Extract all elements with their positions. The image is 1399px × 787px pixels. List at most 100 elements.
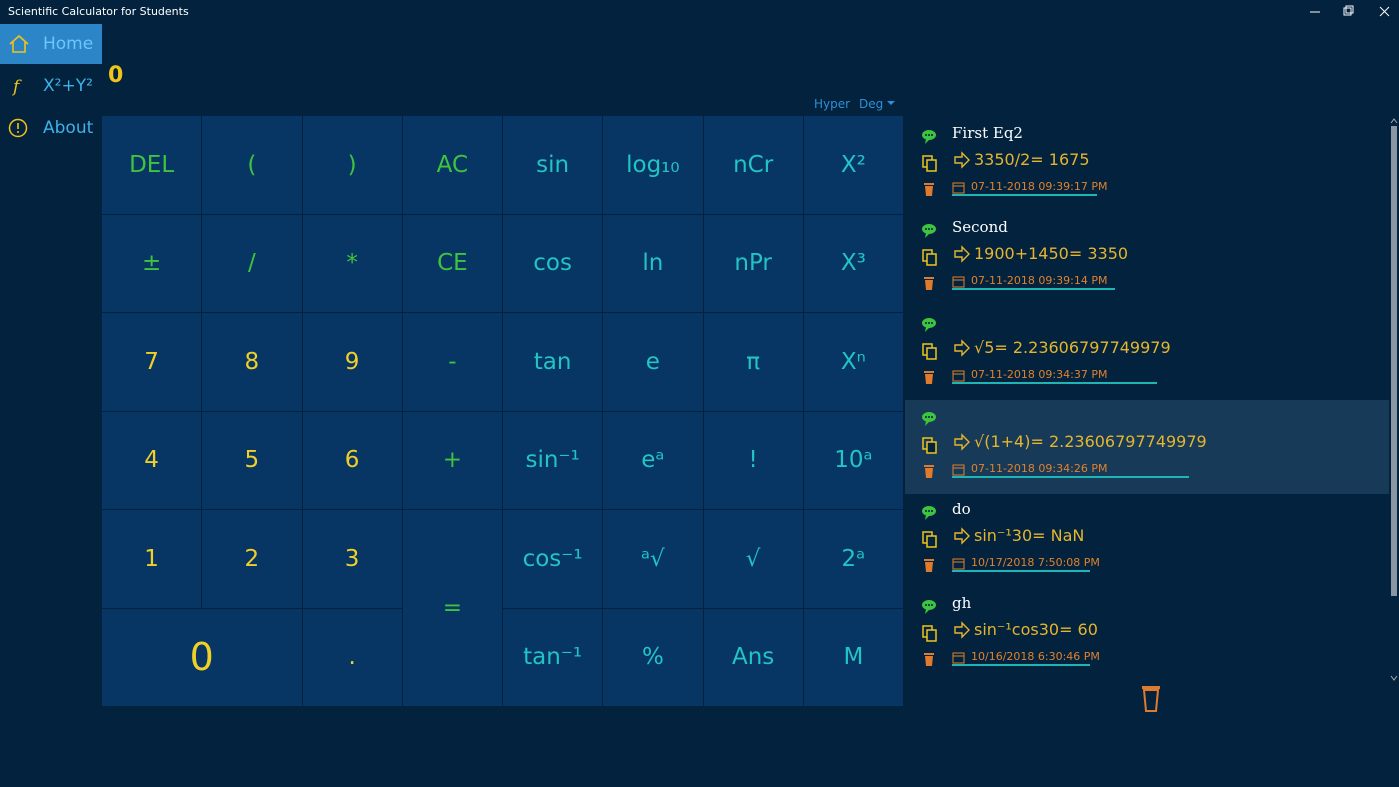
calc-key[interactable]: 9: [302, 313, 402, 411]
calc-key[interactable]: .: [302, 608, 402, 706]
calc-key[interactable]: *: [302, 214, 402, 312]
history-item[interactable]: √5= 2.23606797749979 07-11-2018 09:34:37 …: [905, 306, 1389, 400]
calendar-icon[interactable]: [952, 274, 970, 292]
calc-key[interactable]: cos: [503, 214, 603, 312]
calc-key[interactable]: √: [703, 510, 803, 608]
calc-key[interactable]: 10ᵃ: [803, 411, 903, 509]
calc-key[interactable]: 6: [302, 411, 402, 509]
calc-key[interactable]: AC: [402, 116, 502, 214]
history-expression: 1900+1450= 3350: [974, 244, 1129, 263]
calendar-icon[interactable]: [952, 462, 970, 480]
calc-key[interactable]: 1: [102, 510, 202, 608]
window-controls[interactable]: [1300, 0, 1399, 23]
copy-icon[interactable]: [921, 154, 939, 172]
copy-icon[interactable]: [921, 436, 939, 454]
calc-key[interactable]: e: [603, 313, 703, 411]
calc-key[interactable]: !: [703, 411, 803, 509]
keypad: DEL() AC sin log₁₀ nCr X² ± / * CE cos ln nPr X³ 7 8 9- t…: [102, 116, 903, 706]
comment-icon[interactable]: [921, 504, 939, 522]
angle-dropdown[interactable]: Deg: [859, 97, 897, 111]
history-timestamp: 07-11-2018 09:39:17 PM: [971, 180, 1108, 193]
comment-icon[interactable]: [921, 316, 939, 334]
arrow-icon[interactable]: [953, 527, 971, 545]
delete-icon[interactable]: [921, 181, 939, 199]
history-item[interactable]: √(1+4)= 2.23606797749979 07-11-2018 09:34…: [905, 400, 1389, 494]
clear-history-button[interactable]: [1140, 683, 1162, 713]
calc-key[interactable]: tan: [503, 313, 603, 411]
calc-key[interactable]: 0: [102, 608, 302, 706]
calc-key[interactable]: sin: [503, 116, 603, 214]
comment-icon[interactable]: [921, 222, 939, 240]
history-timestamp: 07-11-2018 09:34:37 PM: [971, 368, 1108, 381]
calendar-icon[interactable]: [952, 180, 970, 198]
calc-key[interactable]: %: [603, 608, 703, 706]
calc-key[interactable]: M: [803, 608, 903, 706]
calc-key[interactable]: nPr: [703, 214, 803, 312]
nav-home[interactable]: Home: [0, 24, 102, 64]
calc-key[interactable]: ln: [603, 214, 703, 312]
calendar-icon[interactable]: [952, 556, 970, 574]
calc-key[interactable]: CE: [402, 214, 502, 312]
delete-icon[interactable]: [921, 275, 939, 293]
comment-icon[interactable]: [921, 598, 939, 616]
underline: [952, 570, 1090, 572]
history-item[interactable]: First Eq2 3350/2= 1675 07-11-2018 09:39:17…: [905, 118, 1389, 212]
delete-icon[interactable]: [921, 369, 939, 387]
history-item[interactable]: gh sin⁻¹cos30= 60 10/16/2018 6:30:46 PM: [905, 588, 1389, 682]
nav-about[interactable]: About: [0, 108, 102, 148]
history-expression: 3350/2= 1675: [974, 150, 1090, 169]
calc-key[interactable]: 4: [102, 411, 202, 509]
calc-key[interactable]: 8: [202, 313, 302, 411]
history-item[interactable]: Second 1900+1450= 3350 07-11-2018 09:39:14…: [905, 212, 1389, 306]
calc-key[interactable]: sin⁻¹: [503, 411, 603, 509]
arrow-icon[interactable]: [953, 151, 971, 169]
nav-function[interactable]: f X²+Y²: [0, 66, 102, 106]
calc-key[interactable]: cos⁻¹: [503, 510, 603, 608]
delete-icon[interactable]: [921, 651, 939, 669]
calc-key[interactable]: 5: [202, 411, 302, 509]
nav-label: Home: [43, 34, 94, 54]
calendar-icon[interactable]: [952, 650, 970, 668]
calc-key[interactable]: /: [202, 214, 302, 312]
copy-icon[interactable]: [921, 530, 939, 548]
comment-icon[interactable]: [921, 128, 939, 146]
scrollbar[interactable]: [1390, 118, 1398, 683]
calc-key[interactable]: eᵃ: [603, 411, 703, 509]
calc-key[interactable]: ±: [102, 214, 202, 312]
arrow-icon[interactable]: [953, 621, 971, 639]
arrow-icon[interactable]: [953, 245, 971, 263]
calc-key[interactable]: 7: [102, 313, 202, 411]
calc-key[interactable]: ᵃ√: [603, 510, 703, 608]
copy-icon[interactable]: [921, 624, 939, 642]
calc-key[interactable]: log₁₀: [603, 116, 703, 214]
calc-key[interactable]: 2: [202, 510, 302, 608]
arrow-icon[interactable]: [953, 339, 971, 357]
delete-icon[interactable]: [921, 463, 939, 481]
calc-key[interactable]: 2ᵃ: [803, 510, 903, 608]
calc-key[interactable]: 3: [302, 510, 402, 608]
history-item[interactable]: do sin⁻¹30= NaN 10/17/2018 7:50:08 PM: [905, 494, 1389, 588]
calc-key[interactable]: π: [703, 313, 803, 411]
info-icon: [8, 118, 28, 138]
copy-icon[interactable]: [921, 342, 939, 360]
calc-key[interactable]: =: [402, 510, 502, 706]
calc-key[interactable]: X²: [803, 116, 903, 214]
calc-key[interactable]: DEL: [102, 116, 202, 214]
delete-icon[interactable]: [921, 557, 939, 575]
calc-key[interactable]: +: [402, 411, 502, 509]
history-timestamp: 07-11-2018 09:34:26 PM: [971, 462, 1108, 475]
calc-key[interactable]: tan⁻¹: [503, 608, 603, 706]
hyper-toggle[interactable]: Hyper: [814, 97, 851, 111]
comment-icon[interactable]: [921, 410, 939, 428]
calc-key[interactable]: nCr: [703, 116, 803, 214]
calc-key[interactable]: ): [302, 116, 402, 214]
calc-key[interactable]: (: [202, 116, 302, 214]
arrow-icon[interactable]: [953, 433, 971, 451]
calc-key[interactable]: Xⁿ: [803, 313, 903, 411]
calc-key[interactable]: -: [402, 313, 502, 411]
calendar-icon[interactable]: [952, 368, 970, 386]
calc-key[interactable]: Ans: [703, 608, 803, 706]
copy-icon[interactable]: [921, 248, 939, 266]
calc-key[interactable]: X³: [803, 214, 903, 312]
